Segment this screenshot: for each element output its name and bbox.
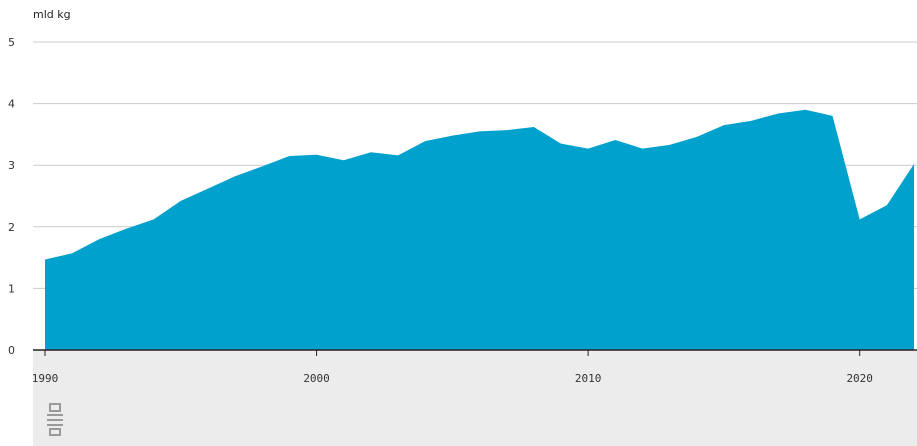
y-tick-label: 2 bbox=[8, 221, 15, 234]
y-tick-label: 4 bbox=[8, 98, 15, 111]
footer-band bbox=[33, 350, 917, 446]
y-axis-unit-label: mld kg bbox=[33, 8, 71, 21]
area-series bbox=[45, 109, 914, 350]
y-tick-label: 1 bbox=[8, 282, 15, 295]
x-tick-label: 1990 bbox=[32, 372, 59, 385]
x-tick-label: 2020 bbox=[846, 372, 873, 385]
y-tick-label: 5 bbox=[8, 36, 15, 49]
y-tick-labels: 0 1 2 3 4 5 bbox=[8, 36, 15, 357]
cbs-logo-icon bbox=[47, 403, 63, 436]
area-series-0 bbox=[45, 109, 914, 350]
y-tick-label: 3 bbox=[8, 159, 15, 172]
x-tick-label: 2000 bbox=[303, 372, 330, 385]
x-tick-label: 2010 bbox=[575, 372, 602, 385]
x-ticks: 1990 2000 2010 2020 bbox=[32, 350, 873, 385]
y-tick-label: 0 bbox=[8, 344, 15, 357]
